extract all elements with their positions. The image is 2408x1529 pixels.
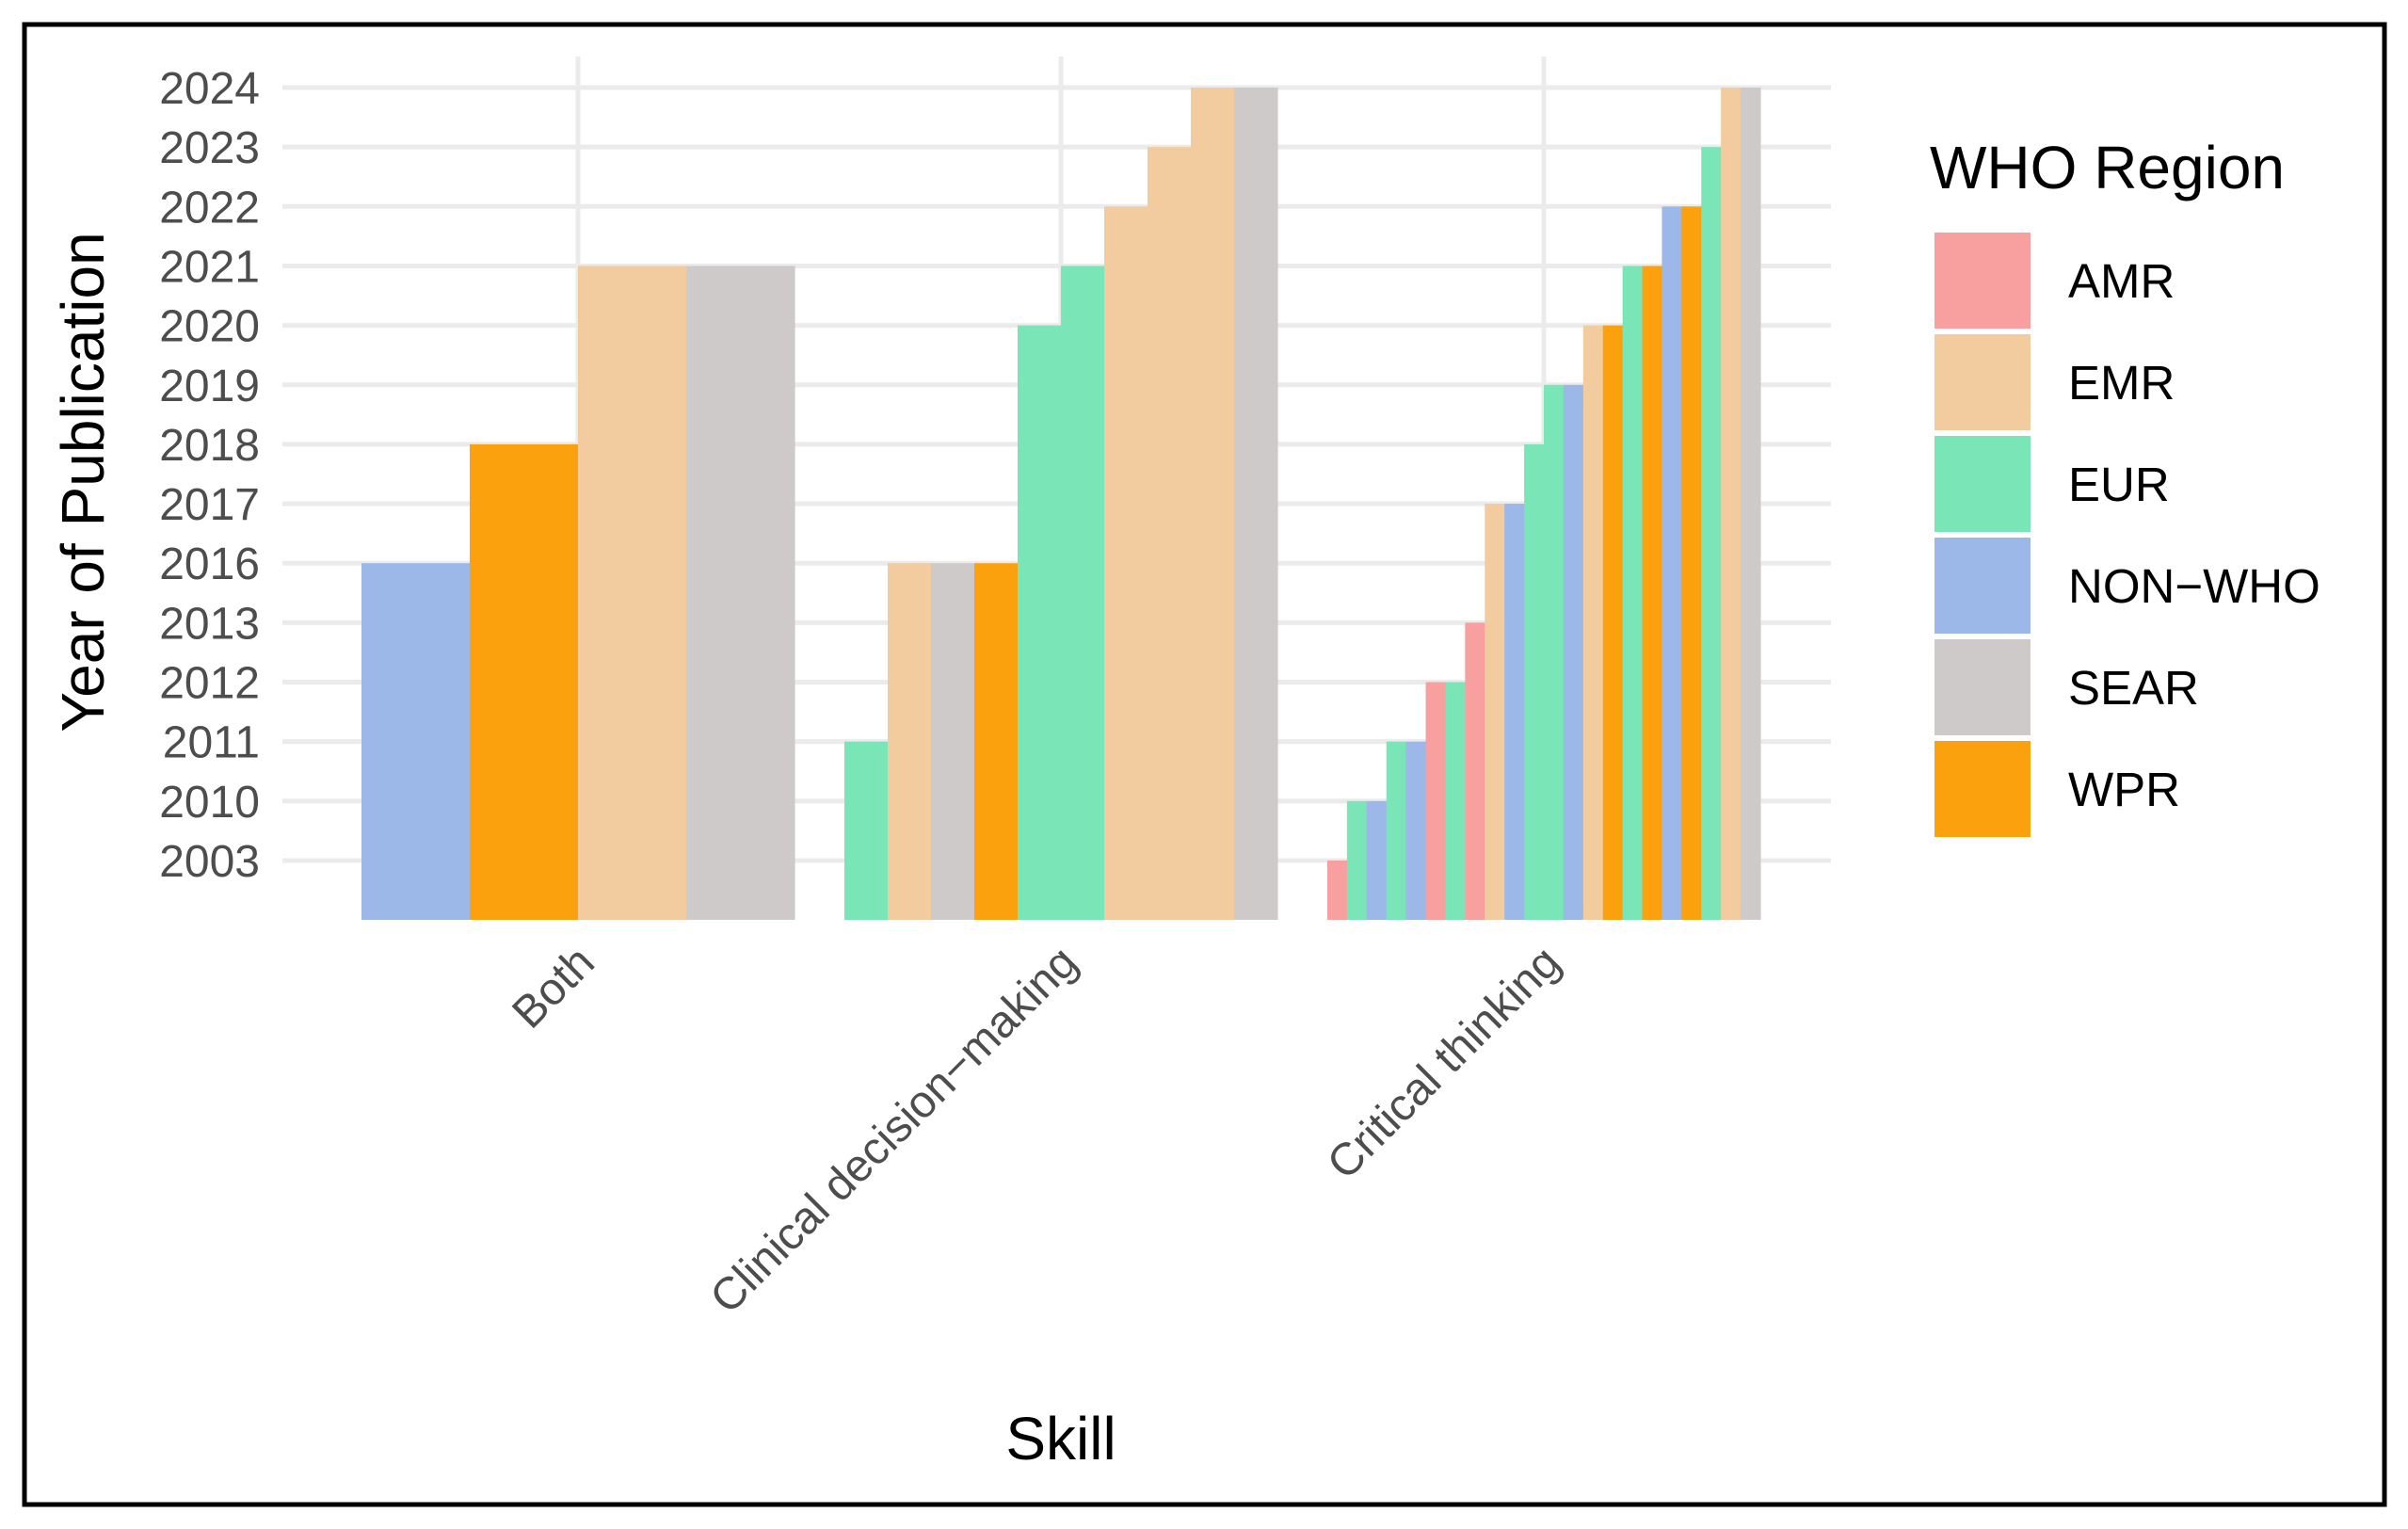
legend-label-emr: EMR bbox=[2068, 356, 2175, 410]
legend-label-amr: AMR bbox=[2068, 254, 2175, 308]
legend-title: WHO Region bbox=[1930, 134, 2285, 201]
bar-eur-2020 bbox=[1018, 325, 1062, 921]
bar-non-who-2022 bbox=[1662, 206, 1682, 921]
y-tick-label: 2003 bbox=[159, 837, 260, 887]
bar-sear-2024 bbox=[1234, 88, 1278, 920]
legend-label-non-who: NON−WHO bbox=[2068, 559, 2320, 613]
bar-non-who-2019 bbox=[1563, 384, 1584, 920]
legend-swatch-emr bbox=[1934, 334, 2031, 430]
bar-eur-2021 bbox=[1061, 266, 1105, 920]
bar-amr-2003 bbox=[1327, 860, 1348, 920]
bar-wpr-2018 bbox=[470, 443, 579, 920]
bar-eur-2018 bbox=[1524, 443, 1545, 920]
y-axis-title: Year of Publication bbox=[49, 232, 117, 732]
bar-emr-2024 bbox=[1191, 88, 1235, 920]
y-tick-label: 2022 bbox=[159, 183, 260, 233]
bar-amr-2012 bbox=[1425, 682, 1447, 920]
bar-eur-2011 bbox=[844, 741, 889, 920]
x-axis-title: Skill bbox=[1005, 1405, 1116, 1473]
bar-non-who-2017 bbox=[1504, 504, 1525, 920]
bar-eur-2021 bbox=[1622, 266, 1644, 920]
bar-sear-2024 bbox=[1741, 88, 1761, 920]
y-tick-label: 2010 bbox=[159, 778, 260, 828]
y-tick-label: 2012 bbox=[159, 659, 260, 709]
y-tick-label: 2017 bbox=[159, 480, 260, 530]
bar-eur-2012 bbox=[1445, 682, 1466, 920]
bar-amr-2013 bbox=[1465, 622, 1485, 920]
legend-swatch-non-who bbox=[1934, 538, 2031, 634]
y-tick-label: 2016 bbox=[159, 539, 260, 589]
legend-label-eur: EUR bbox=[2068, 458, 2170, 511]
bar-emr-2022 bbox=[1104, 206, 1148, 921]
bar-non-who-2011 bbox=[1405, 741, 1427, 920]
y-tick-labels: 2003 2010 2011 2012 2013 2016 2017 2018 2019 2020… bbox=[159, 64, 260, 887]
y-tick-label: 2018 bbox=[159, 421, 260, 471]
bar-eur-2023 bbox=[1701, 147, 1722, 920]
legend-swatch-sear bbox=[1934, 639, 2031, 735]
legend-label-sear: SEAR bbox=[2068, 661, 2199, 715]
y-tick-label: 2023 bbox=[159, 123, 260, 173]
y-tick-label: 2019 bbox=[159, 362, 260, 411]
bar-wpr-2022 bbox=[1681, 206, 1702, 921]
bar-emr-2024 bbox=[1721, 88, 1742, 920]
y-tick-label: 2024 bbox=[159, 64, 260, 114]
legend-label-wpr: WPR bbox=[2068, 763, 2180, 816]
legend-swatch-amr bbox=[1934, 233, 2031, 329]
bar-emr-2020 bbox=[1582, 325, 1604, 921]
bar-non-who-2016 bbox=[361, 563, 471, 920]
y-tick-label: 2011 bbox=[163, 718, 260, 768]
bar-emr-2016 bbox=[888, 563, 932, 920]
bar-emr-2021 bbox=[578, 266, 687, 920]
y-tick-label: 2013 bbox=[159, 599, 260, 649]
bar-eur-2010 bbox=[1346, 800, 1368, 920]
legend: AMR EMR EUR NON−WHO SEAR WPR bbox=[1934, 233, 2320, 837]
bar-wpr-2021 bbox=[1642, 266, 1663, 920]
bar-wpr-2020 bbox=[1602, 325, 1624, 921]
y-tick-label: 2021 bbox=[159, 242, 260, 292]
bar-sear-2021 bbox=[686, 266, 795, 920]
bar-emr-2017 bbox=[1485, 504, 1505, 920]
bar-emr-2023 bbox=[1148, 147, 1192, 920]
bar-layer bbox=[361, 88, 1761, 921]
y-tick-label: 2020 bbox=[159, 302, 260, 352]
bar-eur-2019 bbox=[1544, 384, 1565, 920]
bar-non-who-2010 bbox=[1366, 800, 1388, 920]
bar-wpr-2016 bbox=[974, 563, 1019, 920]
legend-swatch-eur bbox=[1934, 436, 2031, 532]
bar-eur-2011 bbox=[1386, 741, 1407, 920]
bar-sear-2016 bbox=[931, 563, 975, 920]
legend-swatch-wpr bbox=[1934, 741, 2031, 837]
